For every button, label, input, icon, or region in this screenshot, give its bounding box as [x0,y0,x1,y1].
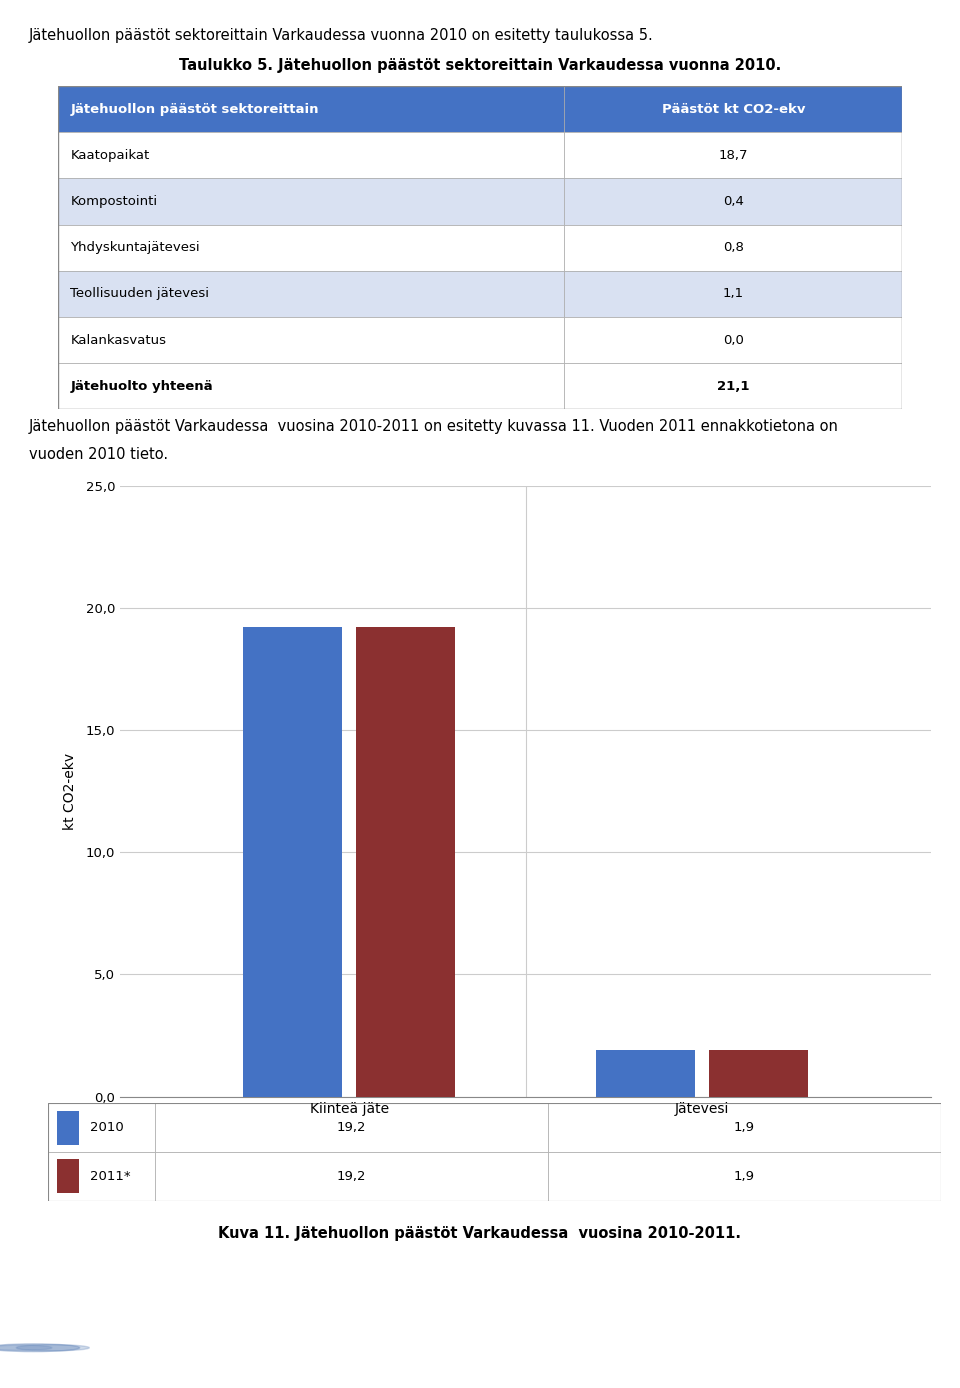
Bar [709,1051,807,1097]
Text: Kuva 11. Jätehuollon päästöt Varkaudessa  vuosina 2010-2011.: Kuva 11. Jätehuollon päästöt Varkaudessa… [219,1226,741,1241]
FancyBboxPatch shape [564,86,902,132]
Text: Jätehuolto yhteenä: Jätehuolto yhteenä [70,380,213,393]
Text: 0,4: 0,4 [723,196,744,208]
FancyBboxPatch shape [57,1159,80,1194]
Text: 1,9: 1,9 [733,1170,755,1183]
Bar [596,1051,695,1097]
Text: Taulukko 5. Jätehuollon päästöt sektoreittain Varkaudessa vuonna 2010.: Taulukko 5. Jätehuollon päästöt sektorei… [179,58,781,74]
Text: 1,9: 1,9 [733,1122,755,1134]
FancyBboxPatch shape [564,364,902,409]
FancyBboxPatch shape [564,132,902,179]
Text: 2010: 2010 [90,1122,124,1134]
FancyBboxPatch shape [548,1103,941,1152]
FancyBboxPatch shape [564,271,902,316]
FancyBboxPatch shape [48,1152,156,1201]
FancyBboxPatch shape [48,1103,156,1152]
Y-axis label: kt CO2-ekv: kt CO2-ekv [63,752,78,830]
Text: 0,0: 0,0 [723,333,744,347]
Text: CO2-RAPORTTI | BENVIROC OY 2012: CO2-RAPORTTI | BENVIROC OY 2012 [96,1341,322,1355]
Text: Jätehuollon päästöt sektoreittain: Jätehuollon päästöt sektoreittain [70,103,319,115]
FancyBboxPatch shape [156,1103,548,1152]
Text: Kalankasvatus: Kalankasvatus [70,333,166,347]
FancyBboxPatch shape [564,316,902,364]
Text: Jätehuollon päästöt sektoreittain Varkaudessa vuonna 2010 on esitetty taulukossa: Jätehuollon päästöt sektoreittain Varkau… [29,28,654,43]
Text: 19: 19 [886,1331,936,1364]
FancyBboxPatch shape [58,225,564,271]
FancyBboxPatch shape [57,1110,80,1145]
FancyBboxPatch shape [156,1152,548,1201]
FancyBboxPatch shape [564,225,902,271]
Circle shape [16,1345,89,1351]
FancyBboxPatch shape [58,179,564,225]
FancyBboxPatch shape [548,1152,941,1201]
Circle shape [0,1344,80,1352]
Text: 1,1: 1,1 [723,287,744,300]
Text: Kompostointi: Kompostointi [70,196,157,208]
FancyBboxPatch shape [58,132,564,179]
Text: 19,2: 19,2 [337,1170,367,1183]
Bar [356,627,455,1097]
FancyBboxPatch shape [58,86,564,132]
Text: Yhdyskuntajätevesi: Yhdyskuntajätevesi [70,242,200,254]
FancyBboxPatch shape [58,316,564,364]
FancyBboxPatch shape [58,364,564,409]
Text: Päästöt kt CO2-ekv: Päästöt kt CO2-ekv [661,103,805,115]
FancyBboxPatch shape [564,179,902,225]
Text: 21,1: 21,1 [717,380,750,393]
Text: 0,8: 0,8 [723,242,744,254]
Text: Kaatopaikat: Kaatopaikat [70,149,150,162]
Bar [244,627,342,1097]
Text: 19,2: 19,2 [337,1122,367,1134]
Text: 18,7: 18,7 [719,149,748,162]
Text: Jätehuollon päästöt Varkaudessa  vuosina 2010-2011 on esitetty kuvassa 11. Vuode: Jätehuollon päästöt Varkaudessa vuosina … [29,419,839,434]
Circle shape [0,1345,52,1351]
Text: vuoden 2010 tieto.: vuoden 2010 tieto. [29,447,168,462]
FancyBboxPatch shape [58,271,564,316]
Text: Teollisuuden jätevesi: Teollisuuden jätevesi [70,287,209,300]
Text: 2011*: 2011* [90,1170,131,1183]
